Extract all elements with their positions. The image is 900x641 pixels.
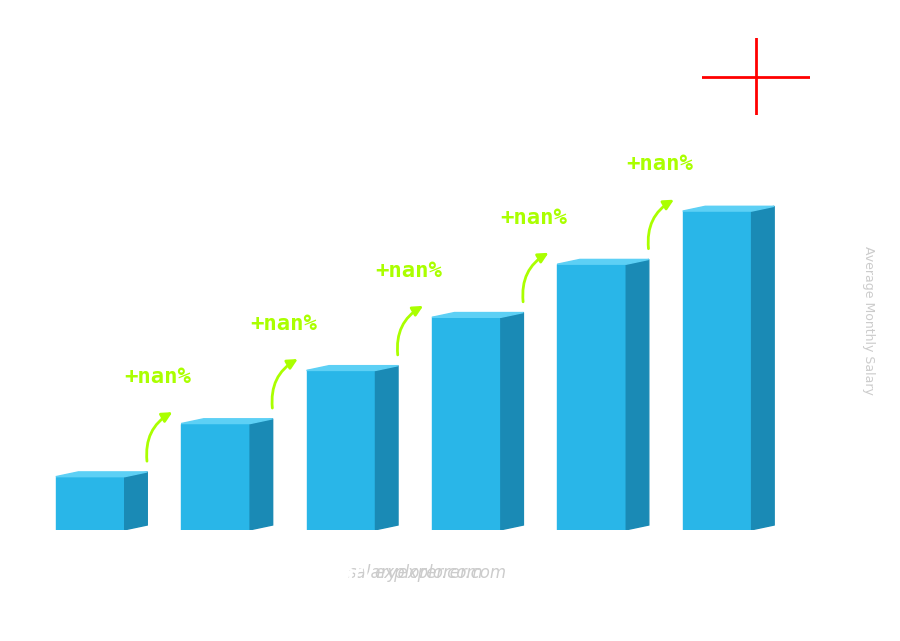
Text: 0 XCD: 0 XCD (452, 295, 503, 310)
Text: 0 XCD: 0 XCD (76, 454, 127, 469)
Text: Average Monthly Salary: Average Monthly Salary (862, 246, 875, 395)
Bar (307, 370, 375, 529)
Polygon shape (125, 472, 148, 529)
Text: +nan%: +nan% (500, 208, 568, 228)
Polygon shape (307, 365, 398, 370)
Polygon shape (181, 419, 273, 424)
Polygon shape (752, 206, 774, 529)
Bar (181, 424, 250, 529)
Text: 0 XCD: 0 XCD (703, 188, 754, 204)
Text: 0 XCD: 0 XCD (578, 242, 628, 257)
Polygon shape (56, 472, 148, 477)
Text: salary: salary (317, 563, 373, 581)
Text: +nan%: +nan% (626, 154, 693, 174)
Text: +nan%: +nan% (124, 367, 192, 387)
Polygon shape (250, 419, 273, 529)
Polygon shape (626, 260, 649, 529)
Polygon shape (682, 206, 774, 211)
Text: +nan%: +nan% (375, 261, 442, 281)
Polygon shape (432, 313, 524, 317)
Text: explorer.com: explorer.com (374, 563, 482, 581)
Bar (432, 317, 500, 529)
Text: 0 XCD: 0 XCD (202, 401, 252, 416)
Text: Salary Comparison By Experience: Salary Comparison By Experience (32, 99, 715, 133)
Bar (56, 477, 125, 529)
Polygon shape (557, 260, 649, 264)
Bar (557, 264, 626, 529)
Text: +nan%: +nan% (250, 314, 317, 334)
Polygon shape (375, 365, 398, 529)
Polygon shape (500, 313, 524, 529)
Bar (682, 211, 752, 529)
Text: Fine Dining Cook: Fine Dining Cook (32, 128, 219, 147)
Text: 0 XCD: 0 XCD (327, 348, 378, 363)
Text: salaryexplorer.com: salaryexplorer.com (348, 563, 507, 581)
